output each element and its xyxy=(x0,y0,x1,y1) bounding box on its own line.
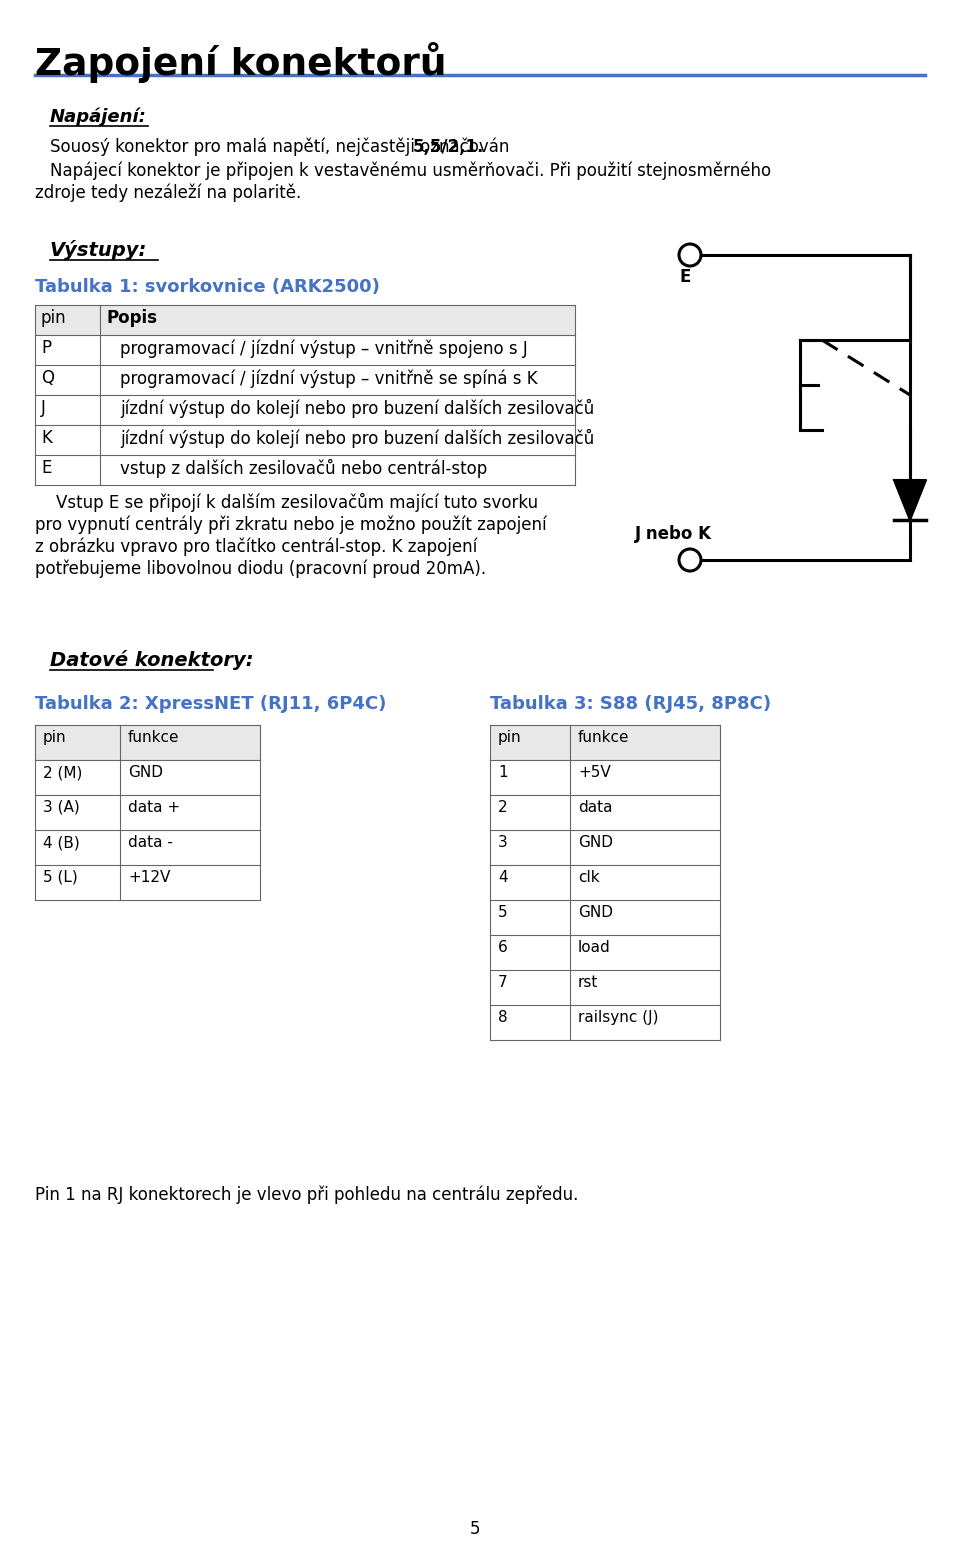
Text: z obrázku vpravo pro tlačítko centrál-stop. K zapojení: z obrázku vpravo pro tlačítko centrál-st… xyxy=(35,537,477,555)
Text: GND: GND xyxy=(578,835,613,849)
Text: rst: rst xyxy=(578,975,598,990)
Text: pin: pin xyxy=(498,730,521,746)
Text: Popis: Popis xyxy=(106,309,157,326)
Text: 5: 5 xyxy=(469,1521,480,1538)
Text: Tabulka 2: XpressNET (RJ11, 6P4C): Tabulka 2: XpressNET (RJ11, 6P4C) xyxy=(35,695,386,713)
Text: vstup z dalších zesilovačů nebo centrál-stop: vstup z dalších zesilovačů nebo centrál-… xyxy=(120,459,488,478)
Text: Napájení:: Napájení: xyxy=(50,108,147,127)
Text: GND: GND xyxy=(578,905,613,920)
Text: railsync (J): railsync (J) xyxy=(578,1010,659,1026)
Text: clk: clk xyxy=(578,869,600,885)
Text: Tabulka 3: S88 (RJ45, 8P8C): Tabulka 3: S88 (RJ45, 8P8C) xyxy=(490,695,771,713)
Text: 5: 5 xyxy=(498,905,508,920)
Bar xyxy=(490,726,720,760)
Text: Datové konektory:: Datové konektory: xyxy=(50,650,253,670)
Text: E: E xyxy=(680,268,690,286)
Text: Souosý konektor pro malá napětí, nejčastěji označován: Souosý konektor pro malá napětí, nejčast… xyxy=(50,138,515,156)
Text: Napájecí konektor je připojen k vestavěnému usměrňovači. Při použití stejnosměrn: Napájecí konektor je připojen k vestavěn… xyxy=(50,162,771,181)
Bar xyxy=(35,726,260,760)
Text: funkce: funkce xyxy=(128,730,180,746)
Text: 4 (B): 4 (B) xyxy=(43,835,80,849)
Text: 7: 7 xyxy=(498,975,508,990)
Text: Výstupy:: Výstupy: xyxy=(50,240,147,260)
Text: Q: Q xyxy=(41,370,54,387)
Text: Pin 1 na RJ konektorech je vlevo při pohledu na centrálu zepředu.: Pin 1 na RJ konektorech je vlevo při poh… xyxy=(35,1185,578,1204)
Text: Vstup E se připojí k dalším zesilovačům mající tuto svorku: Vstup E se připojí k dalším zesilovačům … xyxy=(35,493,539,512)
Text: zdroje tedy nezáleží na polaritě.: zdroje tedy nezáleží na polaritě. xyxy=(35,184,301,203)
Text: J: J xyxy=(41,399,46,418)
Text: programovací / jízdní výstup – vnitřně spojeno s J: programovací / jízdní výstup – vnitřně s… xyxy=(120,339,528,357)
Text: 2: 2 xyxy=(498,800,508,815)
Text: pin: pin xyxy=(41,309,66,326)
Text: pin: pin xyxy=(43,730,66,746)
Text: P: P xyxy=(41,339,51,357)
Text: Zapojení konektorů: Zapojení konektorů xyxy=(35,42,446,84)
Text: 1: 1 xyxy=(498,766,508,780)
Text: E: E xyxy=(41,459,52,476)
Text: 6: 6 xyxy=(498,941,508,954)
Text: 5 (L): 5 (L) xyxy=(43,869,78,885)
Text: 2 (M): 2 (M) xyxy=(43,766,83,780)
Text: +5V: +5V xyxy=(578,766,611,780)
Bar xyxy=(35,305,575,336)
Text: data: data xyxy=(578,800,612,815)
Text: jízdní výstup do kolejí nebo pro buzení dalších zesilovačů: jízdní výstup do kolejí nebo pro buzení … xyxy=(120,429,594,449)
Text: K: K xyxy=(41,429,52,447)
Text: Tabulka 1: svorkovnice (ARK2500): Tabulka 1: svorkovnice (ARK2500) xyxy=(35,278,380,295)
Text: GND: GND xyxy=(128,766,163,780)
Text: J nebo K: J nebo K xyxy=(635,524,712,543)
Text: 3 (A): 3 (A) xyxy=(43,800,80,815)
Text: 8: 8 xyxy=(498,1010,508,1026)
Text: jízdní výstup do kolejí nebo pro buzení dalších zesilovačů: jízdní výstup do kolejí nebo pro buzení … xyxy=(120,399,594,418)
Text: pro vypnutí centrály při zkratu nebo je možno použít zapojení: pro vypnutí centrály při zkratu nebo je … xyxy=(35,515,546,534)
Text: funkce: funkce xyxy=(578,730,630,746)
Text: 5,5/2,1.: 5,5/2,1. xyxy=(413,138,484,156)
Text: 4: 4 xyxy=(498,869,508,885)
Text: load: load xyxy=(578,941,611,954)
Polygon shape xyxy=(894,480,926,520)
Text: 3: 3 xyxy=(498,835,508,849)
Text: data +: data + xyxy=(128,800,180,815)
Text: data -: data - xyxy=(128,835,173,849)
Text: potřebujeme libovolnou diodu (pracovní proud 20mA).: potřebujeme libovolnou diodu (pracovní p… xyxy=(35,558,486,577)
Text: +12V: +12V xyxy=(128,869,170,885)
Text: programovací / jízdní výstup – vnitřně se spíná s K: programovací / jízdní výstup – vnitřně s… xyxy=(120,370,538,387)
